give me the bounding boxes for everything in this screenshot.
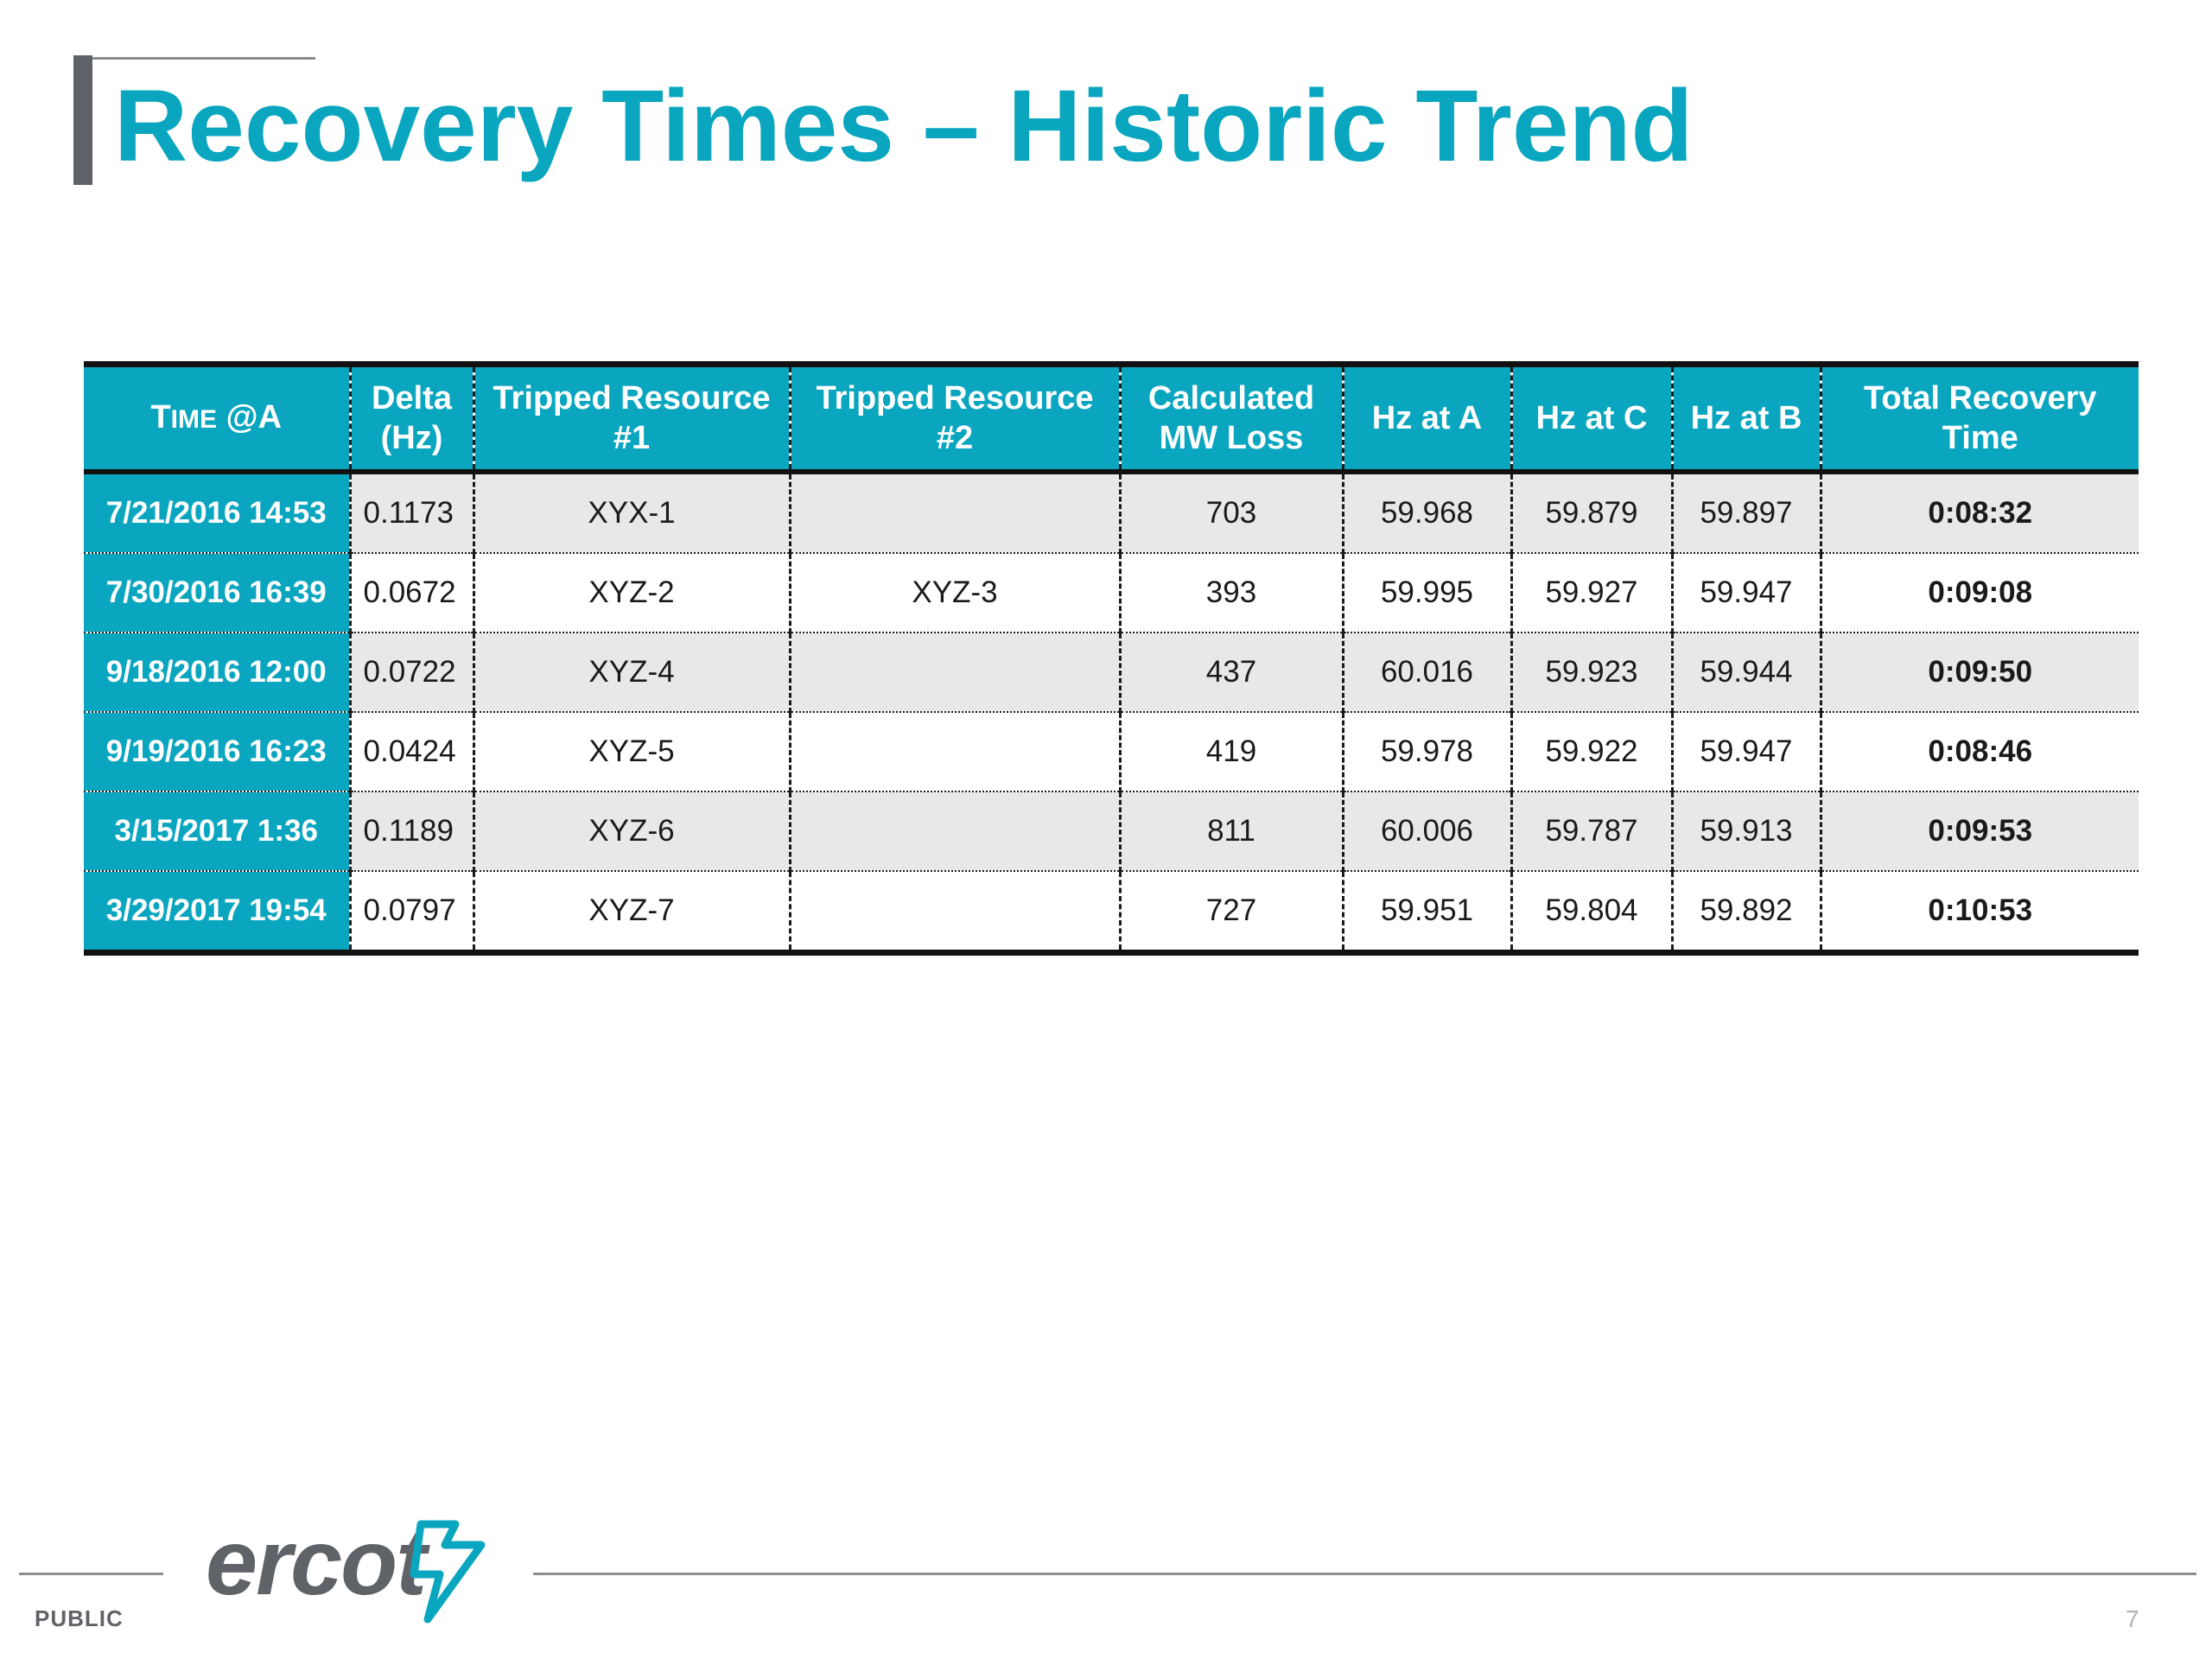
table-row: 7/30/2016 16:39 0.0672 XYZ-2 XYZ-3 393 5…	[84, 553, 2139, 633]
header-time-part1: T	[150, 398, 171, 435]
header-res2-line2: #2	[936, 420, 974, 456]
cell-time: 3/15/2017 1:36	[84, 791, 350, 872]
footer-rule-left	[19, 1573, 163, 1575]
header-delta-line1: Delta	[372, 380, 452, 416]
cell-hz-a: 59.968	[1341, 472, 1511, 554]
cell-delta: 0.1189	[348, 791, 474, 872]
header-hz-at-c: Hz at C	[1510, 364, 1672, 474]
cell-hz-a: 59.951	[1341, 871, 1511, 953]
header-hz-at-b: Hz at B	[1670, 364, 1821, 474]
cell-tripped-resource-1: XYZ-7	[472, 871, 790, 953]
header-mw-line2: MW Loss	[1159, 420, 1304, 456]
cell-tripped-resource-1: XYX-1	[472, 472, 790, 554]
footer-rule-right	[533, 1573, 2196, 1575]
cell-tripped-resource-2	[788, 712, 1120, 792]
cell-time: 3/29/2017 19:54	[84, 871, 350, 953]
header-total-line1: Total Recovery	[1863, 380, 2097, 416]
cell-hz-b: 59.892	[1670, 871, 1821, 953]
cell-delta: 0.0797	[348, 871, 474, 953]
cell-hz-b: 59.913	[1670, 791, 1821, 872]
cell-hz-a: 59.995	[1341, 553, 1511, 633]
header-tripped-resource-1: Tripped Resource #1	[472, 364, 790, 474]
cell-hz-a: 59.978	[1341, 712, 1511, 792]
header-mw-line1: Calculated	[1147, 380, 1315, 416]
title-accent-rule	[73, 57, 315, 60]
cell-hz-b: 59.944	[1670, 632, 1821, 713]
cell-mw-loss: 703	[1118, 472, 1343, 554]
cell-total-recovery-time: 0:10:53	[1819, 871, 2139, 953]
header-total-line2: Time	[1942, 420, 2018, 456]
cell-time: 7/30/2016 16:39	[84, 553, 350, 633]
cell-time: 7/21/2016 14:53	[84, 472, 350, 554]
cell-mw-loss: 393	[1118, 553, 1343, 633]
cell-mw-loss: 811	[1118, 791, 1343, 872]
table-row: 3/15/2017 1:36 0.1189 XYZ-6 811 60.006 5…	[84, 791, 2139, 872]
header-res1-line2: #1	[613, 420, 651, 456]
cell-hz-c: 59.922	[1510, 712, 1672, 792]
header-hz-c-line1: Hz at C	[1535, 400, 1648, 436]
cell-tripped-resource-2	[788, 791, 1120, 872]
header-delta: Delta (Hz)	[348, 364, 474, 474]
header-res2-line1: Tripped Resource	[816, 380, 1094, 416]
cell-total-recovery-time: 0:08:46	[1819, 712, 2139, 792]
cell-hz-a: 60.016	[1341, 632, 1511, 713]
cell-time: 9/19/2016 16:23	[84, 712, 350, 792]
table-row: 9/18/2016 12:00 0.0722 XYZ-4 437 60.016 …	[84, 632, 2139, 713]
cell-total-recovery-time: 0:09:08	[1819, 553, 2139, 633]
cell-tripped-resource-1: XYZ-5	[472, 712, 790, 792]
header-delta-line2: (Hz)	[380, 420, 443, 456]
table-row: 7/21/2016 14:53 0.1173 XYX-1 703 59.968 …	[84, 472, 2139, 554]
cell-total-recovery-time: 0:09:53	[1819, 791, 2139, 872]
cell-tripped-resource-1: XYZ-4	[472, 632, 790, 713]
cell-mw-loss: 437	[1118, 632, 1343, 713]
slide-title: Recovery Times – Historic Trend	[114, 69, 1694, 183]
cell-hz-c: 59.879	[1510, 472, 1672, 554]
recovery-times-table-container: TIME @A Delta (Hz) Tripped Resource #1 T…	[84, 361, 2139, 956]
header-calculated-mw-loss: Calculated MW Loss	[1118, 364, 1343, 474]
header-time-part2: @A	[217, 398, 283, 435]
table-header-row: TIME @A Delta (Hz) Tripped Resource #1 T…	[84, 364, 2139, 474]
header-tripped-resource-2: Tripped Resource #2	[788, 364, 1120, 474]
cell-delta: 0.0722	[348, 632, 474, 713]
cell-tripped-resource-1: XYZ-2	[472, 553, 790, 633]
cell-hz-c: 59.787	[1510, 791, 1672, 872]
header-total-recovery-time: Total Recovery Time	[1819, 364, 2139, 474]
header-hz-a-line1: Hz at A	[1371, 400, 1483, 436]
cell-total-recovery-time: 0:09:50	[1819, 632, 2139, 713]
header-time-part1-small: IME	[170, 404, 217, 434]
header-hz-at-a: Hz at A	[1341, 364, 1511, 474]
cell-hz-c: 59.923	[1510, 632, 1672, 713]
cell-hz-b: 59.947	[1670, 712, 1821, 792]
cell-delta: 0.1173	[348, 472, 474, 554]
cell-hz-c: 59.927	[1510, 553, 1672, 633]
cell-total-recovery-time: 0:08:32	[1819, 472, 2139, 554]
ercot-logo-text: ercot	[206, 1510, 427, 1614]
cell-tripped-resource-2	[788, 871, 1120, 953]
header-res1-line1: Tripped Resource	[493, 380, 771, 416]
header-time-at-a: TIME @A	[84, 364, 350, 474]
table-row: 3/29/2017 19:54 0.0797 XYZ-7 727 59.951 …	[84, 871, 2139, 953]
cell-hz-b: 59.897	[1670, 472, 1821, 554]
cell-mw-loss: 727	[1118, 871, 1343, 953]
cell-delta: 0.0672	[348, 553, 474, 633]
cell-delta: 0.0424	[348, 712, 474, 792]
page-number: 7	[2126, 1605, 2139, 1632]
cell-tripped-resource-2: XYZ-3	[788, 553, 1120, 633]
cell-hz-c: 59.804	[1510, 871, 1672, 953]
cell-tripped-resource-2	[788, 472, 1120, 554]
title-accent-bar	[73, 55, 92, 185]
ercot-lightning-logo-icon	[410, 1520, 486, 1624]
header-hz-b-line1: Hz at B	[1690, 400, 1802, 436]
cell-tripped-resource-2	[788, 632, 1120, 713]
cell-time: 9/18/2016 12:00	[84, 632, 350, 713]
cell-mw-loss: 419	[1118, 712, 1343, 792]
cell-tripped-resource-1: XYZ-6	[472, 791, 790, 872]
table-row: 9/19/2016 16:23 0.0424 XYZ-5 419 59.978 …	[84, 712, 2139, 792]
classification-label: PUBLIC	[35, 1605, 124, 1631]
cell-hz-a: 60.006	[1341, 791, 1511, 872]
recovery-times-table: TIME @A Delta (Hz) Tripped Resource #1 T…	[84, 361, 2139, 956]
cell-hz-b: 59.947	[1670, 553, 1821, 633]
